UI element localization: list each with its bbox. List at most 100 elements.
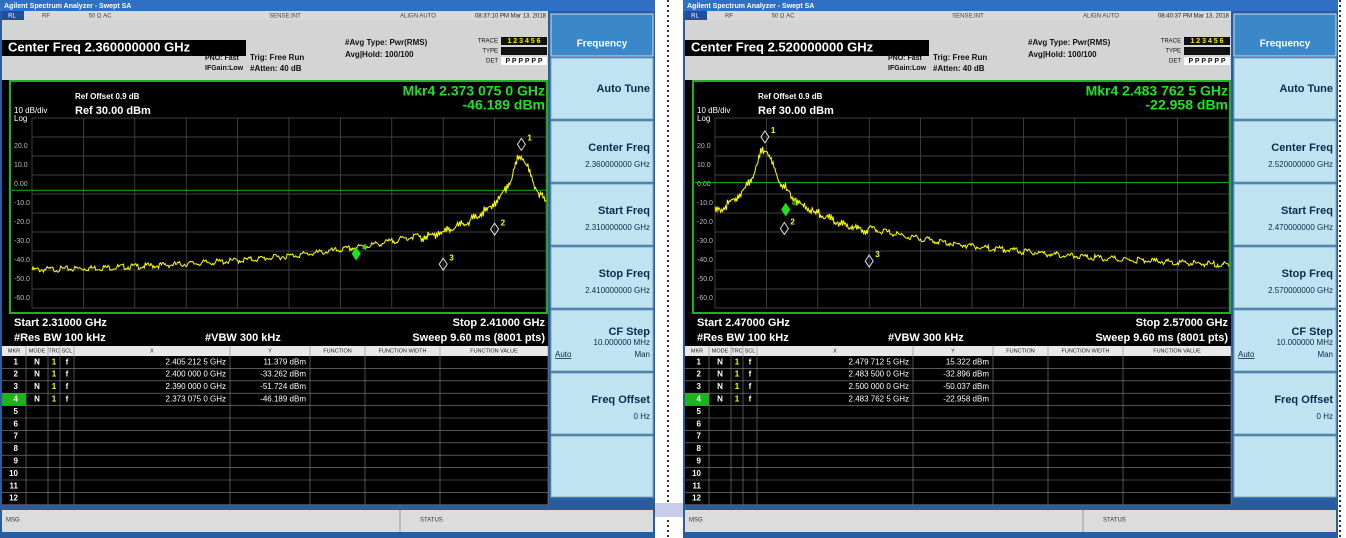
softkey-label: Auto Tune	[596, 83, 650, 95]
trig: Trig: Free Run	[933, 53, 987, 62]
softkey[interactable]	[550, 309, 654, 372]
softkey[interactable]	[550, 183, 654, 246]
y-label: -30.0	[14, 238, 30, 245]
table-header: FUNCTION VALUE	[470, 348, 518, 354]
graph-border	[692, 80, 1231, 314]
trace-nums: 1 2 3 4 5 6	[507, 38, 540, 45]
softkey[interactable]	[550, 57, 654, 120]
table-cell: f	[66, 357, 69, 366]
table-cell: 1	[52, 395, 57, 404]
softkey[interactable]	[550, 120, 654, 183]
marker-number: 3	[449, 253, 454, 262]
softkey-value: 2.570000000 GHz	[1268, 286, 1333, 295]
table-cell: -22.958 dBm	[943, 395, 989, 404]
table-header-bg	[2, 346, 548, 356]
avg-hold: Avg|Hold: 100/100	[345, 50, 414, 59]
table-cell: 12	[692, 494, 701, 503]
softkey-option: Auto	[1238, 350, 1255, 359]
log: Log	[697, 114, 710, 123]
menu-title-bg	[550, 13, 654, 57]
rf: RF	[725, 14, 733, 20]
table-cell: 2.373 075 0 GHz	[166, 395, 226, 404]
softkey-value: 0 Hz	[1317, 412, 1333, 421]
y-label: 20.0	[697, 143, 711, 150]
mode-box	[685, 11, 707, 20]
table-cell: 9	[14, 457, 19, 466]
y-label: -30.0	[697, 238, 713, 245]
softkey[interactable]	[1233, 120, 1337, 183]
marker	[781, 202, 791, 217]
center-freq-box	[2, 40, 246, 56]
status-strip	[685, 11, 1231, 20]
menu-title: Frequency	[577, 39, 628, 50]
table-cell: 6	[14, 419, 19, 428]
marker	[760, 129, 770, 144]
table-cell: f	[749, 370, 752, 379]
table-cell: 2.483 500 0 GHz	[849, 370, 909, 379]
table-cell: f	[66, 370, 69, 379]
softkey-value: 10.000000 MHz	[594, 338, 650, 347]
softkey-label: Auto Tune	[1279, 83, 1333, 95]
table-cell: 9	[697, 457, 702, 466]
active-row-cell	[2, 393, 26, 406]
softkey-option: Man	[634, 350, 650, 359]
softkey[interactable]	[1233, 183, 1337, 246]
stop: Stop 2.41000 GHz	[453, 317, 546, 329]
marker	[489, 222, 500, 237]
title-bar	[0, 0, 655, 11]
softkey[interactable]	[1233, 309, 1337, 372]
y-label: 10.0	[697, 162, 711, 169]
vbw: #VBW 300 kHz	[888, 332, 964, 344]
softkey[interactable]	[550, 372, 654, 435]
softkey-value: 2.470000000 GHz	[1268, 223, 1333, 232]
y-label: 10.0	[14, 162, 28, 169]
rbw: #Res BW 100 kHz	[697, 332, 789, 344]
align: ALIGN AUTO	[1083, 14, 1119, 20]
table-cell: 2.500 000 0 GHz	[849, 382, 909, 391]
table-cell: -50.037 dBm	[943, 382, 989, 391]
avg-hold: Avg|Hold: 100/100	[1028, 50, 1097, 59]
marker-number: 3	[875, 250, 880, 259]
mode-box	[2, 11, 24, 20]
scale: 10 dB/div	[697, 106, 730, 115]
sweep: Sweep 9.60 ms (8001 pts)	[1095, 332, 1228, 344]
table-header: FUNCTION WIDTH	[1062, 348, 1110, 354]
mode: RL	[8, 14, 16, 20]
det-label: DET	[486, 59, 498, 65]
softkey	[1233, 435, 1337, 498]
table-header: X	[150, 348, 154, 354]
table-cell: 2	[14, 370, 19, 379]
y-label: -20.0	[14, 219, 30, 226]
softkey[interactable]	[1233, 246, 1337, 309]
table-cell: f	[749, 357, 752, 366]
trace-label: TRACE	[478, 39, 498, 45]
table-header: TRC	[48, 348, 59, 354]
table-cell: 3	[14, 382, 19, 391]
y-label: -40.0	[697, 257, 713, 264]
table-header: SCL	[62, 348, 73, 354]
sweep: Sweep 9.60 ms (8001 pts)	[412, 332, 545, 344]
table-cell: 2	[697, 370, 702, 379]
softkey[interactable]	[1233, 372, 1337, 435]
table-cell: 2.400 000 0 GHz	[166, 370, 226, 379]
scale: 10 dB/div	[14, 106, 47, 115]
table-header: FUNCTION WIDTH	[379, 348, 427, 354]
table-cell: 11.379 dBm	[263, 357, 306, 366]
marker-number: 2	[501, 218, 506, 227]
table-cell: f	[749, 382, 752, 391]
table-cell: N	[717, 382, 723, 391]
table-cell: N	[717, 395, 723, 404]
sense: SENSE:INT	[952, 14, 984, 20]
softkey[interactable]	[1233, 57, 1337, 120]
softkey[interactable]	[550, 246, 654, 309]
footer-bg	[2, 510, 653, 532]
det-box	[501, 57, 547, 65]
softkey-value: 2.310000000 GHz	[585, 223, 650, 232]
table-cell: 1	[14, 357, 19, 366]
align: ALIGN AUTO	[400, 14, 436, 20]
softkey-label: Stop Freq	[599, 268, 650, 280]
table-cell: 1	[52, 370, 57, 379]
trig: Trig: Free Run	[250, 53, 304, 62]
det: P P P P P P	[505, 58, 542, 65]
table-cell: 4	[697, 395, 702, 404]
